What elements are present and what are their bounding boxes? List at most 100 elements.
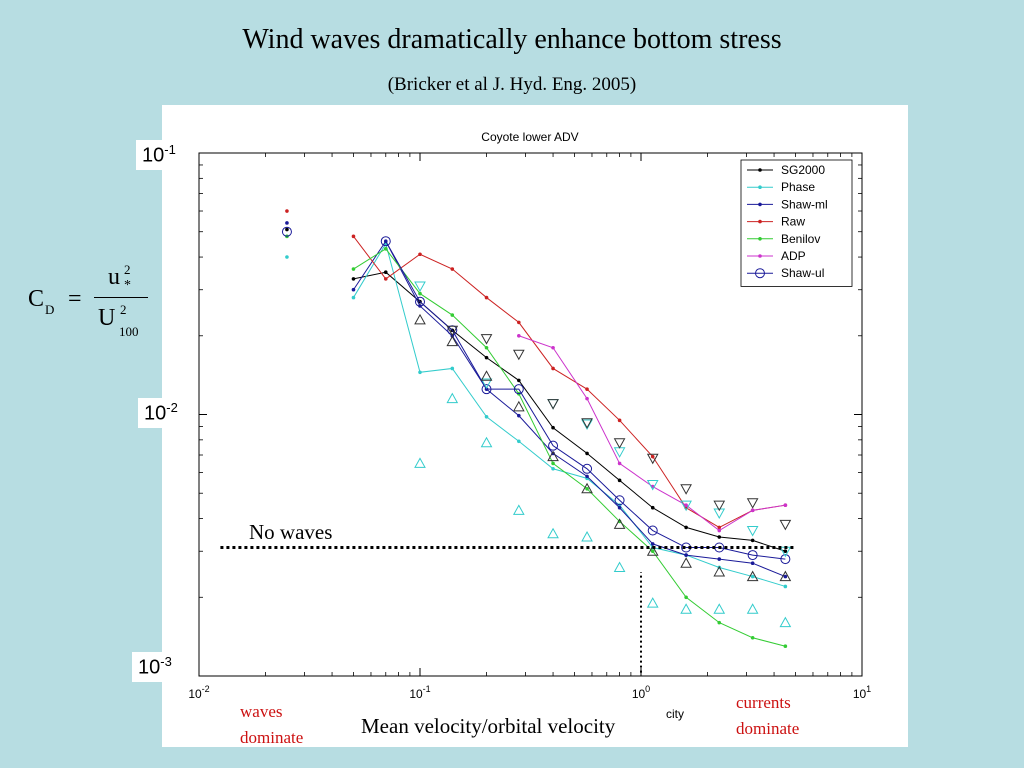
legend-label: Raw [781,215,805,229]
legend-marker [758,168,762,172]
data-point [783,584,788,589]
no-waves-label: No waves [249,520,333,544]
data-point [285,221,289,225]
triangle-marker [414,313,426,325]
eq-equals: = [68,286,82,312]
data-point [484,295,489,300]
data-point [647,525,658,536]
legend-marker [758,185,762,189]
data-point [481,384,492,395]
triangle-marker [446,325,459,337]
eq-lhs-sub: D [45,302,55,317]
x-tick-exponent: -2 [202,684,210,694]
data-point [418,370,422,375]
triangle-marker [746,526,759,537]
x-partial-label: city [666,707,684,721]
y-label-top-exp: -1 [164,142,176,157]
triangle-marker [480,334,493,345]
data-point [717,535,722,539]
x-tick-label: 100 [632,684,650,701]
y-label-mid: 10-2 [138,398,184,428]
triangle-marker [680,557,692,568]
legend-marker [755,268,765,279]
triangle-marker [713,603,726,614]
triangle-marker [613,438,626,449]
eq-numerator-sub: * [124,278,131,293]
triangle-marker [746,570,759,582]
triangle-marker [680,603,692,614]
data-point [684,503,688,507]
triangle-marker [581,482,593,494]
y-label-top: 10-1 [136,140,182,170]
eq-numerator-sup: 2 [124,262,131,277]
triangle-marker [581,530,593,542]
legend-label: Shaw-ul [781,266,824,280]
waves-note-line2: dominate [240,728,304,747]
series-line-raw [353,236,786,528]
data-point [617,505,622,510]
legend-marker [758,219,762,224]
data-point [585,451,589,456]
triangle-marker [512,349,525,361]
data-point [585,387,589,391]
y-label-bot: 10-3 [132,652,178,682]
x-tick-label: 10-1 [409,684,430,701]
slide-subtitle: (Bricker et al J. Hyd. Eng. 2005) [387,74,637,95]
triangle-marker [713,508,726,520]
data-point [617,418,622,423]
data-point [783,574,788,579]
data-point [617,461,622,466]
waves-dominate-note: waves dominate [240,699,303,751]
data-point [450,267,455,271]
data-point [717,525,722,530]
triangle-marker [414,281,426,293]
data-point [484,414,489,419]
triangle-marker [480,378,493,389]
y-label-top-base: 10 [142,144,165,167]
y-label-bot-base: 10 [138,656,161,679]
data-point [582,463,593,474]
data-point [650,505,655,510]
legend-label: Phase [781,180,815,194]
y-label-mid-exp: -2 [166,400,178,415]
data-point [484,355,489,360]
data-point [418,291,422,296]
x-tick-label: 10-2 [188,684,209,701]
reference-lines [220,546,796,673]
chart-title: Coyote lower ADV [481,130,578,144]
triangle-marker [779,616,792,628]
triangle-marker [713,565,726,577]
triangle-marker [581,418,593,429]
data-point [551,425,555,430]
eq-numerator: u [108,264,120,290]
currents-note-line1: currents [736,693,791,712]
y-axis-ticks [199,152,862,677]
data-point [614,495,625,506]
legend-label: Benilov [781,232,820,246]
data-point [617,478,622,483]
y-label-bot-exp: -3 [160,654,172,669]
data-point [650,549,655,554]
data-point [684,595,688,600]
data-point [747,550,758,561]
currents-dominate-note: currents dominate [736,690,799,742]
data-point [585,486,589,491]
data-point [551,366,555,371]
triangle-marker [646,453,659,465]
x-axis-caption: Mean velocity/orbital velocity [357,713,620,740]
legend-label: ADP [781,249,806,263]
data-point [717,620,722,625]
series-line-shaw-ml [353,240,786,578]
data-point [380,236,391,247]
series-group [281,209,791,649]
data-point [684,525,688,530]
triangle-marker [646,597,659,608]
data-point [717,557,722,561]
x-tick-exponent: 1 [866,684,871,694]
triangle-marker [581,419,593,430]
data-point [285,209,289,213]
data-point [551,461,555,466]
series-line-shaw-ul [385,240,786,560]
triangle-marker [547,399,559,410]
